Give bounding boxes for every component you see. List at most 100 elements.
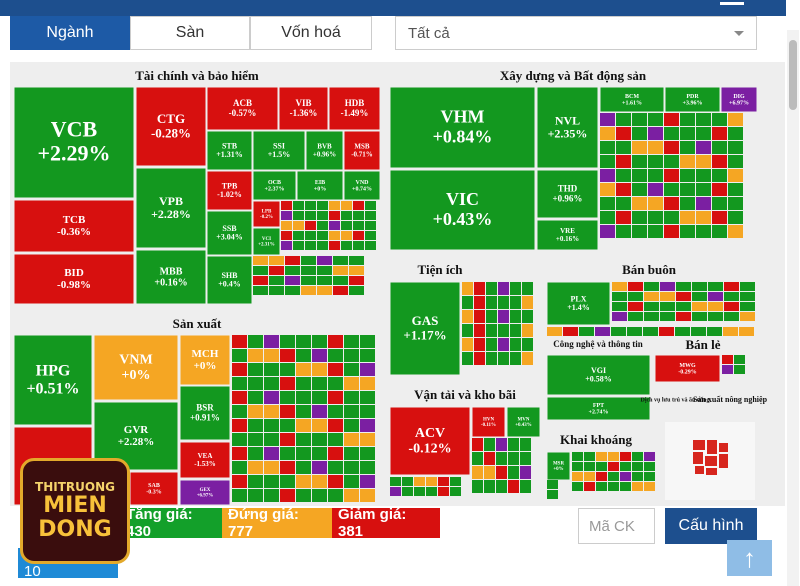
- small-tile: [648, 211, 663, 224]
- section-title: Bán lẻ: [685, 337, 720, 352]
- stock-change: -0.71%: [351, 150, 373, 158]
- stock-code: STB: [222, 141, 238, 150]
- small-tile: [547, 327, 562, 336]
- stock-change: +2.74%: [589, 409, 609, 415]
- small-tile: [510, 324, 521, 337]
- small-tile: [312, 447, 327, 460]
- small-tile: [328, 433, 343, 446]
- stock-change: +0%: [194, 360, 217, 372]
- small-tile: [472, 466, 483, 479]
- stock-code: BVB: [317, 143, 332, 151]
- menu-icon[interactable]: [720, 2, 744, 5]
- scroll-thumb[interactable]: [789, 40, 797, 110]
- small-tile: [328, 405, 343, 418]
- small-tile: [643, 327, 658, 336]
- filter-value: Tất cả: [408, 25, 450, 42]
- config-button[interactable]: Cấu hình: [665, 508, 757, 544]
- small-tile: [328, 461, 343, 474]
- small-tile: [293, 231, 304, 240]
- small-tile: [248, 363, 263, 376]
- small-tile: [474, 338, 485, 351]
- stock-code: VCB: [51, 117, 98, 142]
- small-tile: [232, 433, 247, 446]
- small-tile: [232, 447, 247, 460]
- small-tile: [353, 211, 364, 220]
- small-tile: [360, 475, 375, 488]
- small-tile: [296, 447, 311, 460]
- small-tile: [616, 155, 631, 168]
- small-tile: [462, 324, 473, 337]
- small-tile: [360, 349, 375, 362]
- small-tile: [728, 183, 743, 196]
- small-tile: [664, 197, 679, 210]
- small-tile: [620, 462, 631, 471]
- small-tile: [584, 452, 595, 461]
- small-tile: [280, 433, 295, 446]
- filter-select[interactable]: Tất cả: [395, 16, 757, 50]
- small-tile: [510, 352, 521, 365]
- stock-tile: [252, 227, 281, 256]
- small-tile: [317, 276, 332, 285]
- small-tile: [360, 405, 375, 418]
- stock-code: TCB: [63, 214, 86, 226]
- section-title: Sản xuất: [173, 316, 222, 331]
- tab[interactable]: Sàn: [130, 16, 250, 50]
- small-tile: [632, 482, 643, 491]
- small-tile: [296, 433, 311, 446]
- small-tile: [676, 282, 691, 291]
- caret: [734, 31, 744, 41]
- small-tile: [632, 155, 647, 168]
- small-tile: [712, 113, 727, 126]
- small-tile: [692, 282, 707, 291]
- small-tile: [328, 377, 343, 390]
- small-tile: [708, 292, 723, 301]
- small-tile: [281, 241, 292, 250]
- small-tile: [341, 201, 352, 210]
- small-tile: [522, 352, 533, 365]
- small-tile: [333, 286, 348, 295]
- small-tile: [522, 296, 533, 309]
- stock-change: +1.4%: [567, 303, 590, 312]
- stock-tile: [546, 354, 651, 396]
- small-tile: [632, 169, 647, 182]
- tab[interactable]: Ngành: [10, 16, 130, 50]
- small-tile: [281, 231, 292, 240]
- stock-change: +0.4%: [218, 280, 241, 289]
- small-tile: [365, 211, 376, 220]
- small-tile: [344, 335, 359, 348]
- stock-change: -0.3%: [146, 489, 162, 495]
- small-tile: [707, 327, 722, 336]
- stock-tile: [546, 281, 611, 326]
- small-tile: [632, 452, 643, 461]
- small-tile: [486, 282, 497, 295]
- small-tile: [584, 462, 595, 471]
- small-tile: [296, 405, 311, 418]
- small-tile: [522, 324, 533, 337]
- small-tile: [293, 241, 304, 250]
- small-tile: [390, 477, 401, 486]
- section-title: Công nghệ và thông tin: [553, 339, 643, 349]
- stock-change: -0.11%: [481, 423, 496, 428]
- small-tile: [280, 461, 295, 474]
- small-tile: [712, 225, 727, 238]
- small-tile: [696, 225, 711, 238]
- small-tile: [426, 477, 437, 486]
- stock-change: +2.35%: [548, 126, 588, 140]
- stock-change: +2.31%: [258, 243, 275, 248]
- stock-change: +3.04%: [216, 233, 243, 242]
- scroll-top-button[interactable]: ↑: [727, 540, 772, 576]
- small-tile: [664, 155, 679, 168]
- small-tile: [280, 377, 295, 390]
- tab[interactable]: Vốn hoá: [250, 16, 372, 50]
- small-tile: [660, 302, 675, 311]
- small-tile: [232, 335, 247, 348]
- small-tile: [269, 276, 284, 285]
- small-tile: [248, 377, 263, 390]
- small-tile: [596, 482, 607, 491]
- search-input[interactable]: Mã CK: [578, 508, 655, 544]
- small-tile: [648, 141, 663, 154]
- small-tile: [708, 302, 723, 311]
- small-tile: [344, 475, 359, 488]
- small-tile: [572, 462, 583, 471]
- small-tile: [680, 211, 695, 224]
